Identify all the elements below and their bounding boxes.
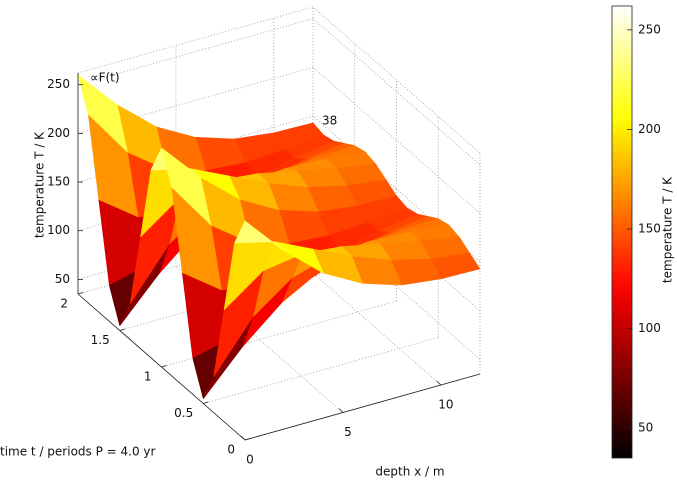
x-axis-label: depth x / m xyxy=(375,465,444,479)
z-tick-label: 150 xyxy=(47,175,70,189)
grid-line xyxy=(312,6,481,154)
grid-line xyxy=(312,67,481,214)
z-tick-label: 250 xyxy=(47,77,70,91)
y-tick-label: 1.5 xyxy=(91,333,110,347)
colorbar-tick-label: 200 xyxy=(638,122,661,136)
x-tick-label: 0 xyxy=(246,453,254,467)
z-tick-label: 100 xyxy=(47,223,70,237)
x-tick-label: 10 xyxy=(438,398,453,412)
y-tick xyxy=(203,401,209,404)
y-tick xyxy=(77,292,84,295)
y-tick-label: 2 xyxy=(60,297,68,311)
x-tick xyxy=(338,408,344,413)
y-tick-label: 1 xyxy=(144,370,152,384)
grid-line xyxy=(77,6,314,74)
y-tick-label: 0 xyxy=(227,443,235,457)
colorbar-tick-label: 50 xyxy=(638,421,653,435)
surface-patch xyxy=(234,220,285,252)
annotation: ∝F(t) xyxy=(90,71,120,85)
annotation: 38 xyxy=(322,114,337,128)
grid-line xyxy=(273,238,442,386)
y-tick xyxy=(244,438,251,441)
z-tick-label: 50 xyxy=(55,272,70,286)
x-tick-label: 5 xyxy=(344,425,352,439)
colorbar-tick-label: 250 xyxy=(638,22,661,36)
grid-line xyxy=(312,164,481,312)
z-tick-label: 200 xyxy=(47,126,70,140)
grid-line xyxy=(312,213,481,360)
colorbar-label: temperature T / K xyxy=(661,176,675,283)
axes: 50 100 150 200 250 0 0.5 1 1.5 2 0 5 10 xyxy=(47,73,481,467)
y-tick xyxy=(161,365,167,368)
x-tick xyxy=(240,435,246,441)
y-axis-label: time t / periods P = 4.0 yr xyxy=(0,445,156,459)
colorbar-tick-label: 100 xyxy=(638,321,661,335)
x-tick xyxy=(436,380,442,386)
grid-line xyxy=(312,18,481,165)
grid-line xyxy=(175,266,344,413)
z-axis-label: temperature T / K xyxy=(33,131,47,238)
colorbar xyxy=(611,5,633,459)
surface xyxy=(77,74,481,399)
y-tick xyxy=(119,328,125,331)
y-tick-label: 0.5 xyxy=(174,406,193,420)
colorbar-tick-label: 150 xyxy=(638,222,661,236)
